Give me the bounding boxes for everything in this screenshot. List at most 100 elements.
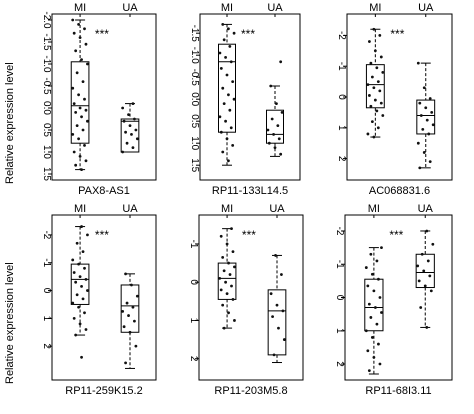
data-point <box>425 118 429 122</box>
panel-title: PAX8-AS1 <box>78 185 130 197</box>
data-point <box>219 130 223 134</box>
data-point <box>128 330 132 334</box>
category-label: UA <box>122 2 138 14</box>
data-point <box>369 61 373 65</box>
data-point <box>377 277 380 281</box>
data-point <box>368 94 371 97</box>
category-label: MI <box>74 2 86 14</box>
data-point <box>225 242 229 246</box>
box-ua <box>120 118 140 153</box>
box-mi <box>70 263 90 305</box>
data-point <box>78 36 82 39</box>
panel-title: RP11-259K15.2 <box>65 385 142 397</box>
data-point <box>130 133 133 136</box>
significance-label: *** <box>242 228 256 242</box>
y-tick-label: 1 <box>336 125 347 131</box>
data-point <box>124 361 127 365</box>
data-point <box>74 280 78 284</box>
data-point <box>227 93 230 97</box>
data-point <box>133 319 136 323</box>
data-point <box>417 279 421 283</box>
data-point <box>83 97 86 101</box>
data-point <box>72 102 76 105</box>
data-point <box>279 152 283 156</box>
data-point <box>422 86 426 90</box>
data-point <box>271 315 274 319</box>
data-point <box>266 128 270 132</box>
data-point <box>71 258 75 262</box>
category-label: UA <box>269 203 285 215</box>
data-point <box>378 89 382 93</box>
data-point <box>221 150 225 154</box>
data-point <box>131 305 135 309</box>
data-point <box>84 108 88 112</box>
data-point <box>74 49 78 53</box>
category-label: MI <box>221 203 233 215</box>
y-tick-label: 1.0 <box>189 136 200 150</box>
data-point <box>280 273 283 276</box>
y-tick-label: 1.0 <box>41 145 52 159</box>
data-point <box>276 124 280 127</box>
data-point <box>422 269 426 273</box>
data-point <box>370 120 374 124</box>
data-point <box>219 234 223 238</box>
y-tick-label: -2 <box>334 227 345 236</box>
category-label: MI <box>74 203 86 215</box>
data-point <box>420 252 424 256</box>
y-tick-label: 0.0 <box>189 92 200 106</box>
box-mi <box>365 64 385 109</box>
data-point <box>428 274 432 278</box>
category-label: MI <box>369 2 381 14</box>
box-ua <box>120 284 140 333</box>
data-point <box>372 289 376 293</box>
data-point <box>380 246 383 250</box>
data-point <box>222 38 226 42</box>
data-point <box>418 101 422 105</box>
data-point <box>372 86 376 90</box>
data-point <box>425 229 429 233</box>
data-point <box>277 326 280 330</box>
data-point <box>230 227 233 231</box>
data-point <box>275 102 278 105</box>
data-point <box>231 298 235 301</box>
data-point <box>230 284 233 288</box>
y-tick-label: 1 <box>334 328 345 334</box>
y-tick-label: 0 <box>41 288 52 294</box>
box-ua <box>416 99 436 135</box>
data-point <box>229 126 233 130</box>
data-point <box>122 119 126 123</box>
data-point <box>221 23 225 26</box>
data-point <box>419 306 423 309</box>
y-tick-label: -0.5 <box>41 77 52 95</box>
data-point <box>232 31 236 35</box>
y-tick-label: -1 <box>336 62 347 71</box>
data-point <box>372 355 376 359</box>
data-point <box>86 119 89 123</box>
data-point <box>80 115 83 119</box>
data-point <box>364 266 368 269</box>
data-point <box>374 306 377 309</box>
data-point <box>74 163 78 167</box>
y-tick-label: -1.0 <box>189 47 200 65</box>
y-tick-label: -2 <box>41 230 52 239</box>
data-point <box>218 276 222 280</box>
data-point <box>130 283 133 287</box>
data-point <box>377 342 380 346</box>
panel-frame <box>199 13 301 181</box>
data-point <box>233 265 236 269</box>
data-point <box>430 111 434 114</box>
category-label: UA <box>122 203 138 215</box>
data-point <box>378 362 382 366</box>
data-point <box>128 124 132 127</box>
y-tick-label: 1 <box>41 316 52 322</box>
box-mi <box>70 61 90 144</box>
panel-title: RP11-203M5.8 <box>214 385 287 397</box>
data-point <box>127 113 130 116</box>
data-point <box>131 102 135 105</box>
data-point <box>219 288 223 292</box>
data-point <box>426 259 430 263</box>
box-ua <box>415 253 435 289</box>
data-point <box>369 316 373 319</box>
data-point <box>72 150 76 154</box>
